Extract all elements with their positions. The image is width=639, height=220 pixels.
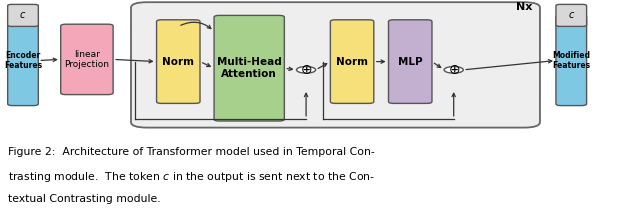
Text: linear
Projection: linear Projection [65,50,109,69]
Circle shape [444,66,463,73]
Text: Encoder
Features: Encoder Features [4,51,42,70]
Text: textual Contrasting module.: textual Contrasting module. [8,194,160,204]
Text: $\oplus$: $\oplus$ [300,63,312,77]
FancyBboxPatch shape [61,24,113,95]
Circle shape [296,66,316,73]
FancyBboxPatch shape [556,4,587,26]
Text: Norm: Norm [336,57,368,67]
Text: Figure 2:  Architecture of Transformer model used in Temporal Con-: Figure 2: Architecture of Transformer mo… [8,147,374,157]
Text: Modified
Features: Modified Features [552,51,590,70]
FancyBboxPatch shape [8,4,38,26]
FancyBboxPatch shape [8,15,38,106]
Text: Multi-Head
Attention: Multi-Head Attention [217,57,282,79]
FancyBboxPatch shape [157,20,200,103]
Text: Nx: Nx [516,2,532,12]
FancyBboxPatch shape [389,20,432,103]
Text: $\oplus$: $\oplus$ [447,63,460,77]
Text: $c$: $c$ [19,10,27,20]
FancyBboxPatch shape [556,15,587,106]
Text: MLP: MLP [398,57,422,67]
Text: trasting module.  The token $c$ in the output is sent next to the Con-: trasting module. The token $c$ in the ou… [8,170,375,185]
FancyBboxPatch shape [131,2,540,128]
Text: Norm: Norm [162,57,194,67]
FancyBboxPatch shape [214,15,284,121]
FancyBboxPatch shape [330,20,374,103]
Text: $c$: $c$ [567,10,575,20]
